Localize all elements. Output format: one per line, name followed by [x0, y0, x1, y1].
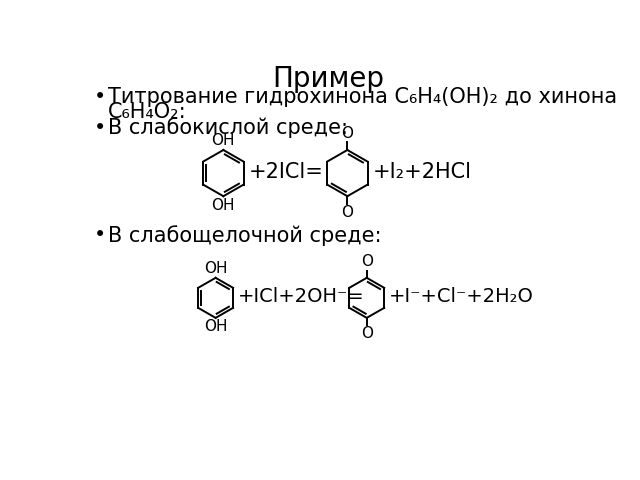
Text: В слабощелочной среде:: В слабощелочной среде: — [108, 226, 381, 246]
Text: O: O — [361, 326, 372, 341]
Text: +ICl+2OH⁻=: +ICl+2OH⁻= — [238, 287, 365, 306]
Text: OH: OH — [204, 319, 227, 335]
Text: +I⁻+Cl⁻+2H₂O: +I⁻+Cl⁻+2H₂O — [389, 287, 534, 306]
Text: •: • — [94, 87, 106, 107]
Text: Титрование гидрохинона C₆H₄(OH)₂ до хинона: Титрование гидрохинона C₆H₄(OH)₂ до хино… — [108, 87, 617, 107]
Text: •: • — [94, 118, 106, 138]
Text: OH: OH — [204, 261, 227, 276]
Text: O: O — [361, 254, 372, 269]
Text: •: • — [94, 226, 106, 245]
Text: Пример: Пример — [272, 65, 384, 93]
Text: В слабокислой среде:: В слабокислой среде: — [108, 118, 348, 139]
Text: C₆H₄O₂:: C₆H₄O₂: — [108, 102, 186, 122]
Text: O: O — [341, 205, 353, 220]
Text: OH: OH — [212, 198, 235, 213]
Text: +2ICl=: +2ICl= — [249, 162, 324, 181]
Text: +I₂+2HCl: +I₂+2HCl — [373, 162, 472, 181]
Text: OH: OH — [212, 133, 235, 148]
Text: O: O — [341, 126, 353, 141]
